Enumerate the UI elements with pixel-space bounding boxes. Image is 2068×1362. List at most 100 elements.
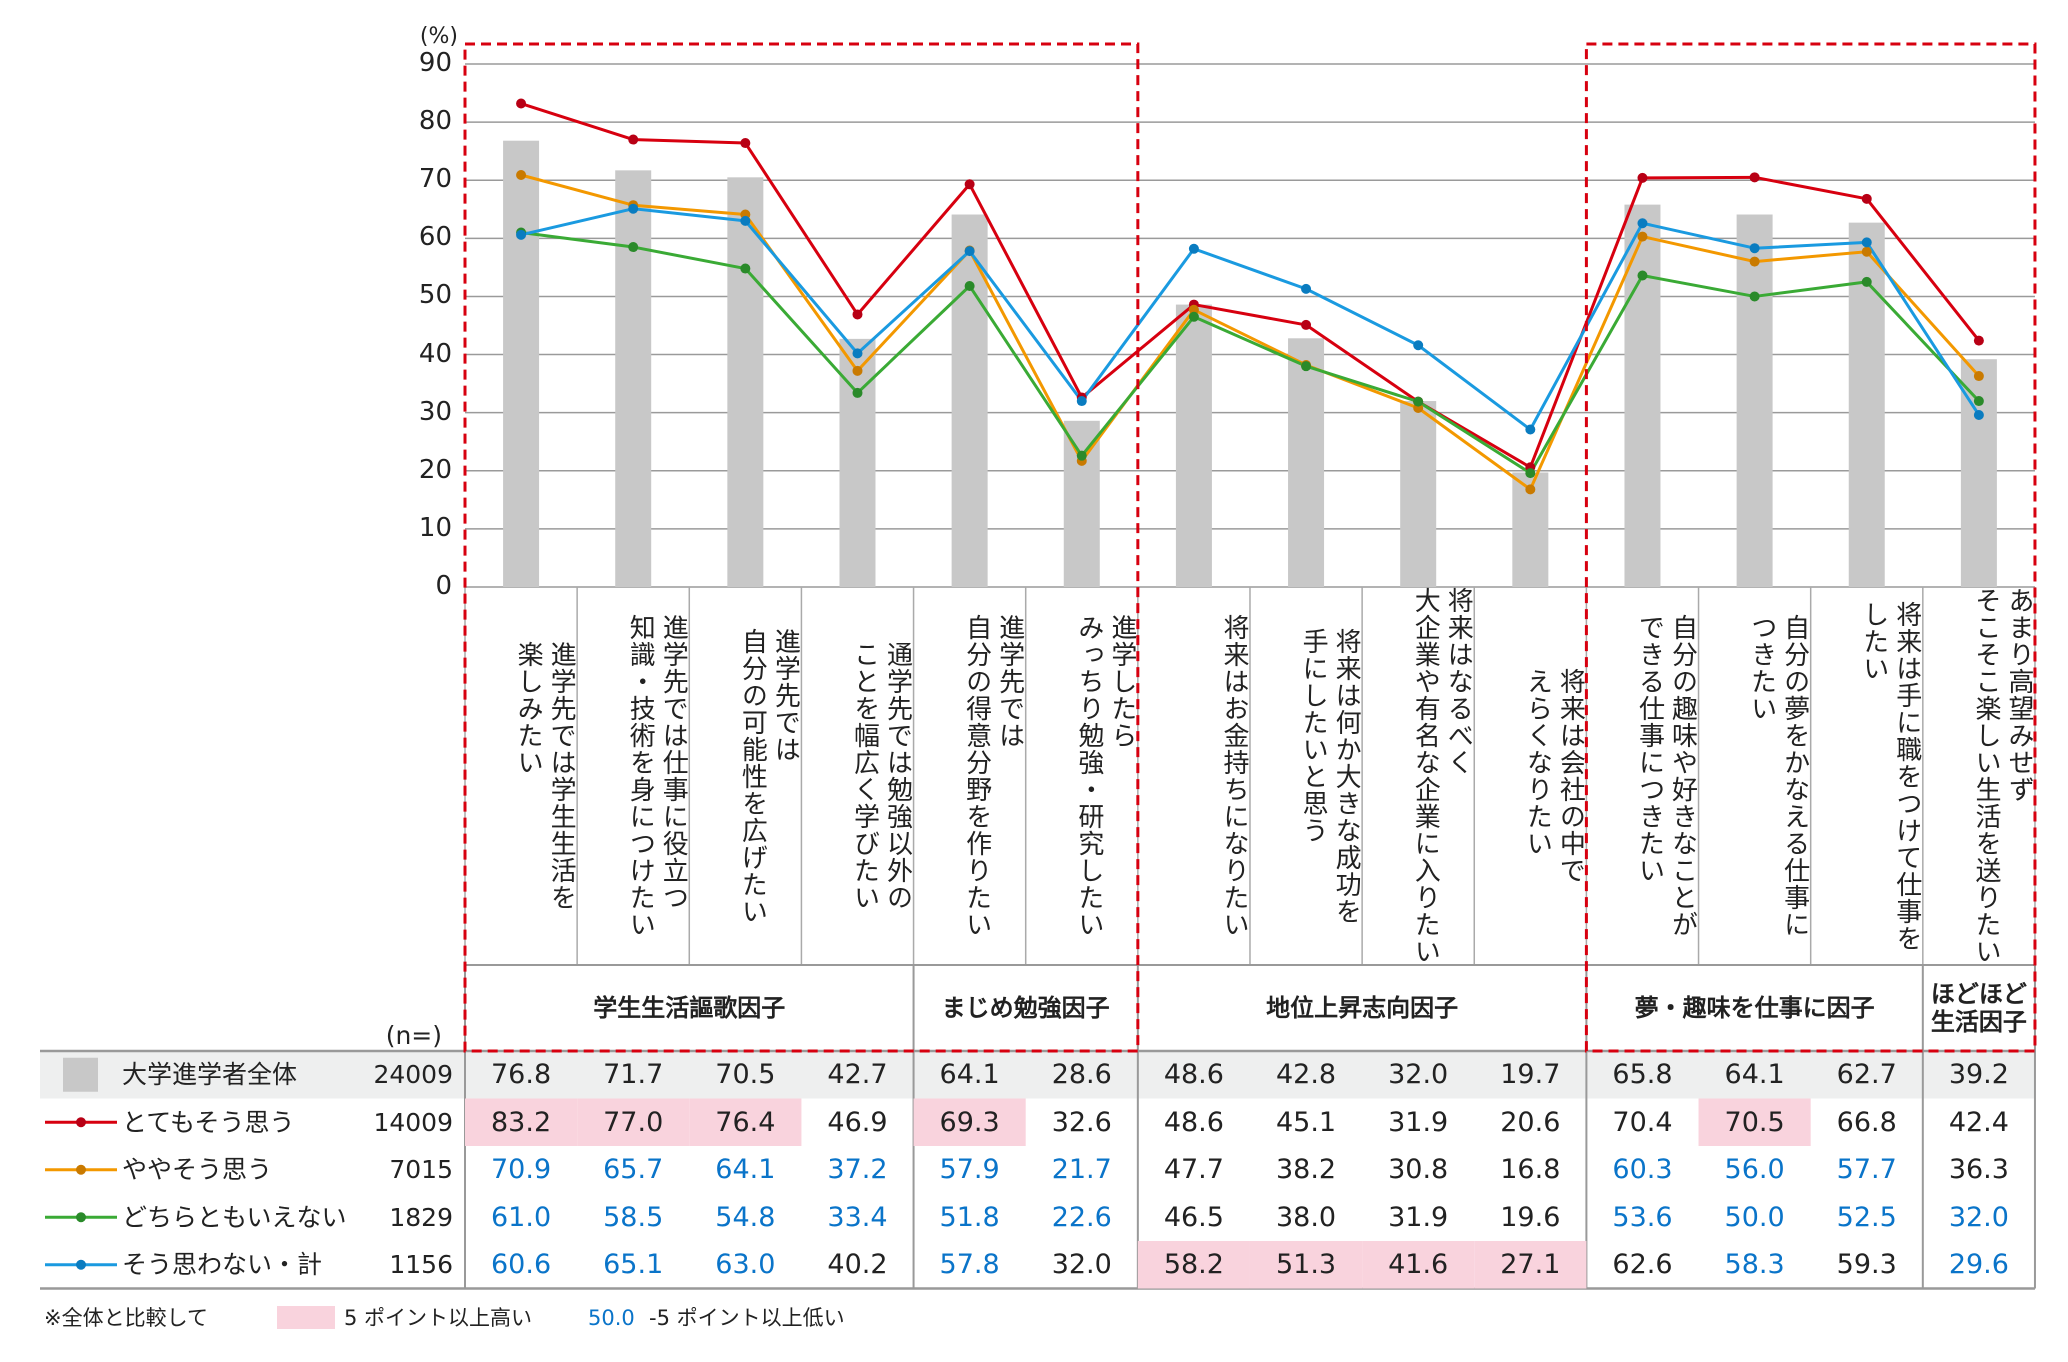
data-point [1525, 424, 1536, 435]
bar [615, 170, 652, 588]
highlight-cell-bg [689, 1098, 802, 1146]
data-point [628, 203, 639, 214]
table-cell-value: 65.8 [1612, 1059, 1673, 1090]
data-point [516, 229, 527, 240]
footnote-low-label: -5 ポイント以上低い [649, 1306, 845, 1330]
data-point [1301, 361, 1312, 372]
table-cell-value: 70.5 [1724, 1106, 1785, 1138]
series-n: 7015 [389, 1155, 453, 1184]
table-cell-value: 48.6 [1163, 1106, 1224, 1138]
table-cell-value: 71.7 [603, 1059, 664, 1090]
table-cell-value: 51.8 [939, 1201, 1000, 1233]
table-cell-value: 65.1 [603, 1249, 664, 1280]
bar [1736, 214, 1773, 587]
y-tick-label: 20 [418, 454, 452, 485]
table-cell-value: 29.6 [1948, 1249, 2009, 1280]
highlight-cell-bg [913, 1098, 1026, 1146]
group-label: ほどほど 生活因子 [1930, 980, 2027, 1036]
series-label: ややそう思う [122, 1155, 273, 1184]
legend-marker [76, 1212, 86, 1223]
footnote-low-sample: 50.0 [588, 1306, 635, 1330]
series-line [520, 102, 1981, 469]
table-cell-value: 38.0 [1275, 1201, 1337, 1233]
table-cell-value: 46.5 [1163, 1201, 1224, 1233]
data-point [1749, 172, 1760, 183]
data-point [628, 134, 639, 145]
table-cell-value: 62.7 [1836, 1059, 1897, 1090]
table-cell-value: 77.0 [603, 1106, 664, 1138]
table-cell-value: 60.3 [1612, 1154, 1673, 1185]
legend-marker [76, 1164, 86, 1175]
series-line [520, 173, 1981, 491]
data-point [1861, 276, 1872, 287]
table-cell-value: 51.3 [1275, 1249, 1337, 1280]
table-cell-value: 19.7 [1500, 1059, 1561, 1090]
data-point [852, 387, 863, 398]
series-label: 大学進学者全体 [122, 1060, 298, 1089]
data-point [1637, 172, 1648, 183]
table-cell-value: 46.9 [827, 1106, 888, 1138]
table-cell-value: 36.3 [1948, 1154, 2009, 1185]
table-cell-value: 42.7 [827, 1059, 888, 1090]
footnote-high-label: 5 ポイント以上高い [344, 1306, 533, 1330]
table-cell-value: 50.0 [1724, 1201, 1785, 1233]
category-label: 進学先では仕事に役立つ 知識・技術を身につけたい [625, 614, 689, 938]
y-tick-label: 50 [418, 280, 452, 311]
data-point [1749, 243, 1760, 254]
table-cell-value: 76.4 [715, 1106, 776, 1138]
y-tick-label: 10 [418, 512, 452, 543]
table-cell-value: 65.7 [603, 1154, 664, 1185]
table-cell-value: 16.8 [1500, 1154, 1561, 1185]
table-cell-value: 45.1 [1275, 1106, 1337, 1138]
bar [1400, 401, 1437, 587]
data-point [516, 169, 527, 180]
group-label: 学生生活謳歌因子 [593, 994, 786, 1022]
category-label: あまり高望みせず そこそこ楽しい生活を送りたい [1970, 587, 2034, 965]
data-point [852, 309, 863, 320]
table-cell-value: 70.9 [491, 1154, 552, 1185]
series-label: そう思わない・計 [122, 1250, 323, 1279]
data-point [1861, 237, 1872, 248]
y-tick-label: 90 [418, 48, 452, 78]
n-header: (n=) [385, 1021, 442, 1050]
data-point [1637, 270, 1648, 281]
data-point [1301, 283, 1312, 294]
highlight-cell-bg [577, 1098, 690, 1146]
data-point [852, 348, 863, 359]
data-point [1749, 256, 1760, 267]
y-unit-label: (%) [419, 24, 458, 49]
table-cell-value: 30.8 [1388, 1154, 1449, 1185]
table-cell-value: 40.2 [827, 1249, 888, 1280]
series-line [520, 207, 1981, 432]
category-label: 自分の夢をかなえる仕事に つきたい [1746, 614, 1810, 938]
table-cell-value: 41.6 [1388, 1249, 1449, 1280]
table-cell-value: 64.1 [1724, 1059, 1785, 1090]
table-cell-value: 66.8 [1836, 1106, 1897, 1138]
data-point [1525, 484, 1536, 495]
table-cell-value: 58.2 [1163, 1249, 1224, 1280]
bar [503, 140, 540, 587]
table-cell-value: 39.2 [1948, 1059, 2009, 1090]
table-cell-value: 76.8 [491, 1059, 552, 1090]
table-cell-value: 69.3 [939, 1106, 1000, 1138]
table-cell-value: 57.8 [939, 1249, 1000, 1280]
table-cell-value: 57.9 [939, 1154, 1000, 1185]
category-label: 自分の趣味や好きなことが できる仕事につきたい [1634, 614, 1698, 938]
bar [1624, 204, 1661, 587]
data-point [740, 215, 751, 226]
highlight-cell-bg [1249, 1241, 1363, 1289]
data-point [964, 179, 975, 190]
series-label: どちらともいえない [122, 1202, 347, 1232]
series-n: 14009 [373, 1107, 453, 1137]
bar [839, 338, 876, 587]
table-cell-value: 70.5 [715, 1059, 776, 1090]
group-label: 夢・趣味を仕事に因子 [1634, 994, 1875, 1022]
table-cell-value: 32.0 [1388, 1059, 1449, 1090]
table-cell-value: 31.9 [1388, 1106, 1449, 1138]
data-point [1973, 371, 1984, 382]
table-cell-value: 28.6 [1051, 1059, 1112, 1090]
table-cell-value: 54.8 [715, 1201, 776, 1233]
data-point [1637, 231, 1648, 242]
